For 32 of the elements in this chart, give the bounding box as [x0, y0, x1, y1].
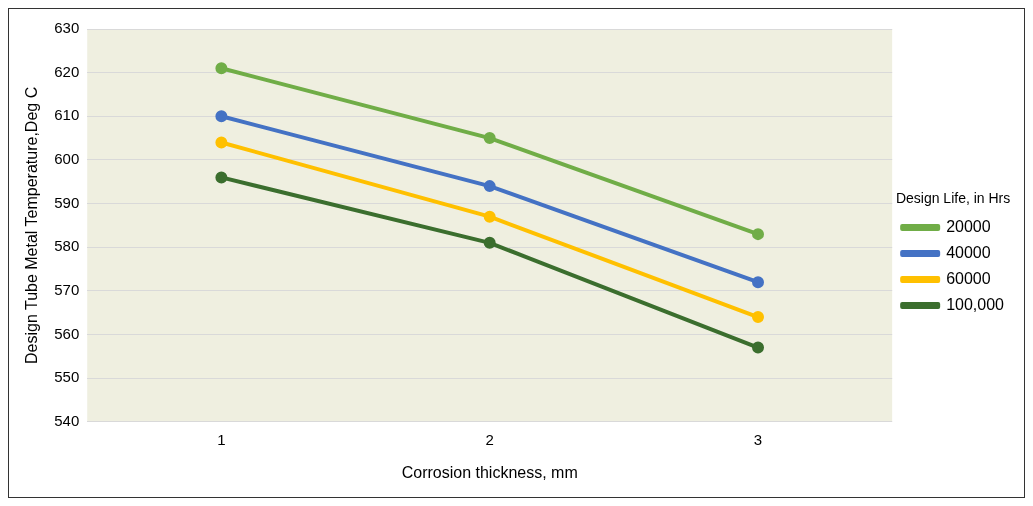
point — [752, 311, 765, 324]
y-tick-label: 540 — [54, 411, 80, 429]
x-tick-label: 3 — [753, 430, 763, 448]
legend-label: 60000 — [946, 269, 991, 287]
y-axis-title: Design Tube Metal Temperature,Deg C — [23, 86, 41, 364]
legend-label: 100,000 — [946, 295, 1005, 313]
y-tick-label: 620 — [54, 62, 80, 80]
point — [215, 171, 228, 184]
point — [752, 341, 765, 354]
point — [483, 236, 496, 249]
y-tick-label: 610 — [54, 106, 80, 124]
point — [483, 180, 496, 193]
y-tick-label: 580 — [54, 237, 80, 255]
point — [483, 210, 496, 223]
x-tick-label: 1 — [217, 430, 226, 448]
point — [215, 110, 228, 123]
y-tick-label: 590 — [54, 193, 80, 211]
y-tick-label: 550 — [54, 368, 80, 386]
legend-label: 40000 — [946, 243, 991, 261]
point — [215, 136, 228, 149]
y-tick-label: 630 — [54, 19, 80, 37]
legend-title: Design Life, in Hrs — [895, 190, 1011, 207]
y-tick-label: 570 — [54, 281, 80, 299]
y-tick-label: 600 — [54, 150, 80, 168]
x-axis-title: Corrosion thickness, mm — [401, 463, 578, 481]
point — [215, 62, 228, 75]
legend-label: 20000 — [946, 217, 991, 235]
point — [483, 132, 496, 145]
point — [752, 276, 765, 289]
y-tick-label: 560 — [54, 324, 80, 342]
point — [752, 228, 765, 241]
x-tick-label: 2 — [485, 430, 494, 448]
